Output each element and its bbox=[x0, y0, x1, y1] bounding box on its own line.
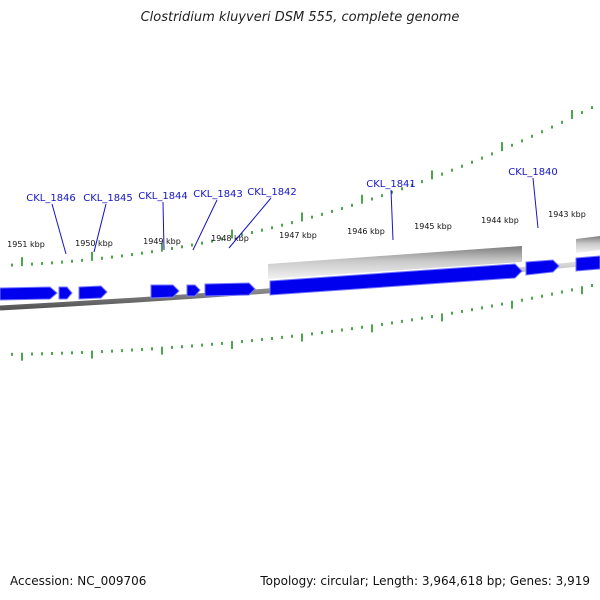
gene-arrow[interactable] bbox=[525, 259, 560, 276]
gene-label[interactable]: CKL_1841 bbox=[366, 179, 416, 190]
gene-label[interactable]: CKL_1840 bbox=[508, 167, 558, 178]
ruler-tick-label: 1951 kbp bbox=[7, 240, 45, 249]
gene-arrow[interactable] bbox=[150, 284, 180, 299]
accession-label: Accession: NC_009706 bbox=[10, 574, 147, 588]
leader-line bbox=[532, 177, 539, 229]
ruler-tick-label: 1946 kbp bbox=[347, 227, 385, 236]
gene-label[interactable]: CKL_1845 bbox=[83, 193, 133, 204]
leader-line bbox=[390, 189, 394, 241]
ruler-tick-label: 1947 kbp bbox=[279, 231, 317, 240]
ruler-tick-label: 1949 kbp bbox=[143, 237, 181, 246]
gene-arrow[interactable] bbox=[204, 282, 256, 297]
ruler-labels: 1951 kbp 1950 kbp 1949 kbp 1948 kbp 1947 kbp… bbox=[7, 210, 586, 249]
gene-label[interactable]: CKL_1843 bbox=[193, 189, 243, 200]
gene-arrow[interactable] bbox=[58, 286, 73, 300]
ruler-tick-label: 1945 kbp bbox=[414, 222, 452, 231]
gene-label[interactable]: CKL_1846 bbox=[26, 193, 76, 204]
gene-arrow[interactable] bbox=[269, 263, 523, 296]
gene-arrow[interactable] bbox=[186, 284, 201, 297]
gene-label[interactable]: CKL_1844 bbox=[138, 191, 188, 202]
genome-summary: Topology: circular; Length: 3,964,618 bp… bbox=[260, 574, 590, 588]
ruler-ticks-upper bbox=[11, 106, 593, 267]
ruler-tick-label: 1944 kbp bbox=[481, 216, 519, 225]
ruler-tick-label: 1943 kbp bbox=[548, 210, 586, 219]
gene-label[interactable]: CKL_1842 bbox=[247, 187, 297, 198]
leader-line bbox=[192, 199, 218, 251]
ruler-ticks-lower bbox=[11, 283, 593, 361]
leader-line bbox=[228, 197, 272, 249]
leader-line bbox=[93, 203, 107, 253]
gene-labels: CKL_1846 CKL_1845 CKL_1844 CKL_1843 CKL_… bbox=[26, 167, 558, 204]
gene-arrow[interactable] bbox=[575, 255, 600, 272]
gene-arrow[interactable] bbox=[78, 285, 108, 300]
ruler-tick-label: 1948 kbp bbox=[211, 234, 249, 243]
genome-title: Clostridium kluyveri DSM 555, complete g… bbox=[140, 10, 460, 25]
gene-track bbox=[0, 255, 600, 301]
ruler-tick-label: 1950 kbp bbox=[75, 239, 113, 248]
region-feature bbox=[268, 246, 522, 279]
region-feature bbox=[576, 236, 600, 253]
gene-arrow[interactable] bbox=[0, 286, 58, 301]
gene-label-leaders bbox=[51, 177, 539, 255]
leader-line bbox=[162, 201, 165, 251]
leader-line bbox=[51, 203, 67, 255]
